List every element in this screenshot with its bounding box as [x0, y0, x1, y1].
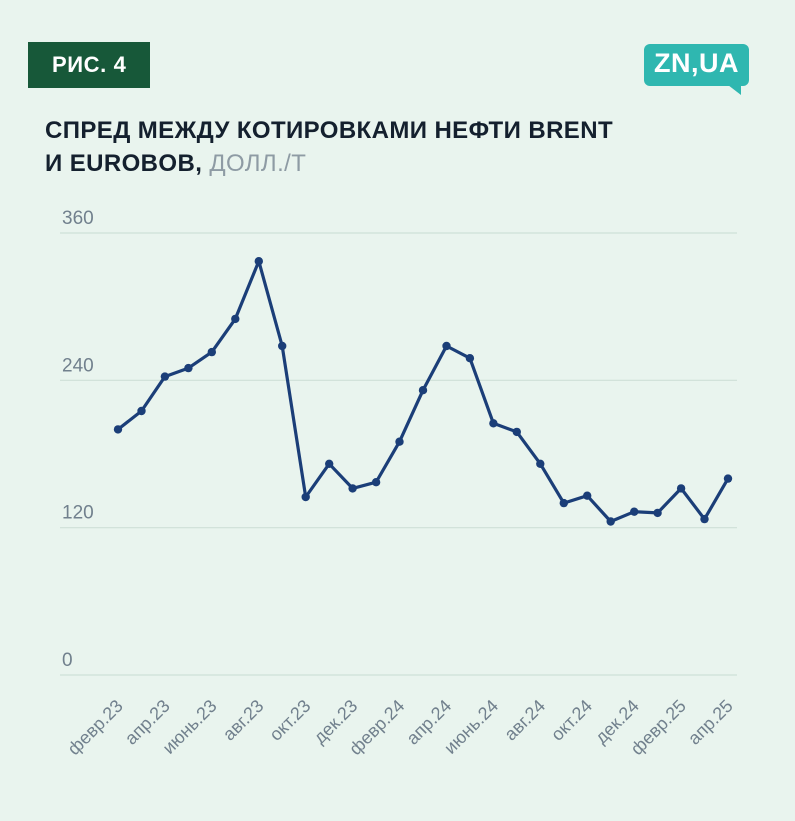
figure-badge-label: РИС. 4 — [52, 52, 127, 77]
x-tick-label: авг.24 — [500, 696, 549, 745]
data-point — [231, 314, 240, 324]
data-point — [442, 341, 451, 351]
data-point — [160, 372, 170, 381]
x-tick-label: окт.24 — [547, 696, 596, 745]
znua-logo: ZN,UA — [644, 44, 749, 95]
data-point — [137, 406, 146, 416]
data-point — [184, 363, 193, 373]
x-tick-label: февр.23 — [64, 696, 127, 759]
data-point — [700, 514, 709, 524]
data-point — [418, 386, 428, 395]
data-point — [630, 507, 639, 516]
data-point — [207, 347, 216, 357]
data-point — [583, 491, 592, 500]
chart-title: СПРЕД МЕЖДУ КОТИРОВКАМИ НЕФТИ BRENT И EU… — [45, 114, 625, 180]
chart-title-main: СПРЕД МЕЖДУ КОТИРОВКАМИ НЕФТИ BRENT И EU… — [45, 117, 614, 178]
data-point — [489, 419, 498, 428]
znua-logo-text: ZN,UA — [654, 48, 739, 78]
y-tick-label: 120 — [62, 503, 94, 524]
y-tick-label: 360 — [62, 208, 94, 229]
data-point — [254, 257, 263, 266]
y-tick-label: 0 — [62, 650, 73, 671]
chart-title-unit: ДОЛЛ./Т — [202, 150, 307, 178]
znua-logo-tail-icon — [728, 85, 741, 95]
data-point — [723, 474, 733, 483]
figure-badge: РИС. 4 — [28, 42, 151, 88]
data-point — [653, 508, 662, 518]
data-point — [465, 354, 475, 363]
data-point — [512, 427, 521, 437]
data-point — [559, 498, 568, 508]
y-tick-label: 240 — [62, 355, 94, 376]
data-point — [113, 425, 123, 434]
x-tick-label: апр.25 — [684, 696, 737, 749]
data-point — [278, 341, 287, 351]
data-point — [395, 437, 404, 446]
data-point — [325, 459, 334, 468]
data-point — [371, 478, 381, 487]
data-point — [301, 492, 310, 502]
data-point — [348, 484, 357, 493]
data-point — [606, 517, 615, 526]
data-point — [536, 459, 545, 468]
line-chart: 0120240360февр.23апр.23июнь.23авг.23окт.… — [60, 208, 737, 759]
x-tick-label: авг.23 — [219, 696, 268, 745]
data-point — [676, 484, 686, 493]
x-tick-label: окт.23 — [265, 696, 314, 745]
